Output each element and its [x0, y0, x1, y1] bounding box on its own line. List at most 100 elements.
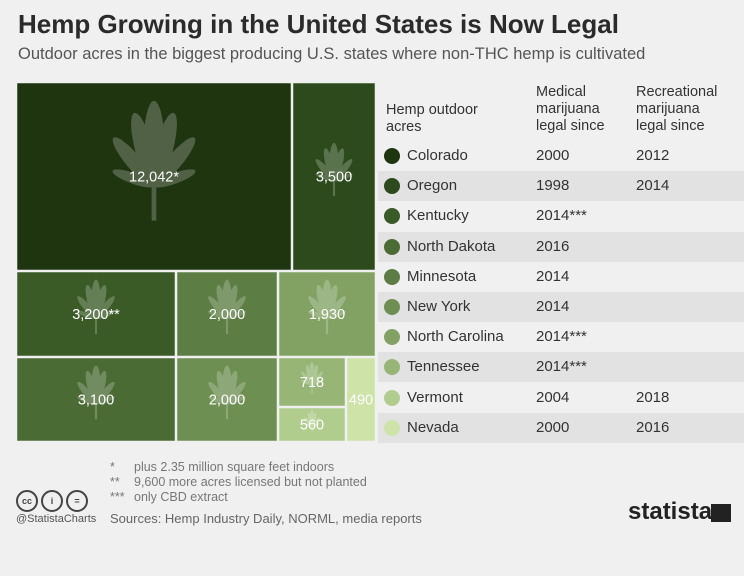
- chart-subtitle: Outdoor acres in the biggest producing U…: [18, 45, 646, 63]
- legend-recreational-year: 2018: [636, 388, 670, 406]
- legend-swatch: [384, 238, 400, 255]
- footnote-mark: *: [110, 460, 115, 474]
- legend-swatch: [384, 178, 400, 195]
- legend-medical-year: 2014***: [536, 328, 587, 346]
- header-recreational: Recreational marijuana legal since: [636, 84, 717, 135]
- footnote: ** 9,600 more acres licensed but not plan…: [110, 475, 367, 490]
- treemap-value-label: 1,930: [309, 307, 345, 323]
- legend-row: Nevada 2000 2016: [378, 412, 744, 443]
- treemap-value-label: 2,000: [209, 393, 245, 409]
- hemp-leaf-icon: [77, 365, 115, 420]
- header-medical-line3: legal since: [536, 118, 605, 134]
- footnotes: * plus 2.35 million square feet indoors *…: [110, 460, 367, 505]
- legend-row: Minnesota 2014: [378, 262, 744, 292]
- legend-swatch: [384, 268, 400, 285]
- treemap-value-label: 12,042*: [129, 170, 179, 186]
- legend-row: North Carolina 2014***: [378, 322, 744, 352]
- treemap-cell-minnesota: [175, 270, 279, 358]
- treemap-value-label: 560: [300, 418, 324, 434]
- treemap-value-label: 718: [300, 375, 324, 391]
- legend-state: Nevada: [407, 418, 459, 436]
- no-derivatives-icon: =: [66, 490, 88, 512]
- treemap-cell-oregon: [291, 82, 376, 272]
- footnote-text: 9,600 more acres licensed but not plante…: [134, 475, 367, 489]
- header-medical: Medical marijuana legal since: [536, 84, 605, 135]
- footnote: * plus 2.35 million square feet indoors: [110, 460, 367, 475]
- legend-state: North Dakota: [407, 237, 496, 255]
- legend-medical-year: 2004: [536, 388, 570, 406]
- legend-medical-year: 1998: [536, 177, 570, 195]
- chart-title: Hemp Growing in the United States is Now…: [18, 9, 619, 39]
- treemap-value-label: 2,000: [209, 307, 245, 323]
- hemp-leaf-icon: [112, 100, 196, 221]
- header-hemp-acres-line1: Hemp outdoor: [386, 102, 478, 118]
- legend-row: Tennessee 2014***: [378, 352, 744, 383]
- treemap-value-label: 3,100: [78, 393, 114, 409]
- legend-state: Kentucky: [407, 207, 469, 225]
- legend-swatch: [384, 299, 400, 315]
- sources: Sources: Hemp Industry Daily, NORML, med…: [110, 511, 422, 526]
- legend-swatch: [384, 329, 400, 346]
- legend-row: Colorado 2000 2012: [378, 141, 744, 171]
- legend-row: New York 2014: [378, 292, 744, 322]
- treemap-cell-north-carolina: [277, 270, 376, 358]
- footnote-mark: **: [110, 475, 120, 489]
- legend-state: Minnesota: [407, 267, 477, 285]
- footnote: *** only CBD extract: [110, 490, 367, 505]
- treemap-cell-north-dakota: [16, 356, 177, 442]
- treemap-cell-new-york: [175, 356, 279, 442]
- header-recreational-line3: legal since: [636, 118, 705, 134]
- treemap-value-label: 3,500: [316, 170, 352, 186]
- header-recreational-line2: marijuana: [636, 101, 700, 117]
- legend-medical-year: 2014: [536, 267, 570, 285]
- legend-medical-year: 2000: [536, 147, 570, 164]
- legend-swatch: [384, 389, 400, 406]
- hemp-leaf-icon: [315, 142, 353, 197]
- treemap-cell-colorado: [16, 82, 293, 272]
- legend-state: Tennessee: [407, 358, 480, 376]
- treemap-cell-vermont: [277, 406, 347, 442]
- header-medical-line2: marijuana: [536, 101, 600, 117]
- header-hemp-acres: Hemp outdoor acres: [386, 102, 478, 136]
- header-hemp-acres-line2: acres: [386, 119, 422, 135]
- legend-state: Oregon: [407, 177, 458, 195]
- hemp-leaf-icon: [304, 410, 320, 433]
- legend-state: North Carolina: [407, 328, 504, 346]
- statista-logo-icon: [711, 504, 731, 522]
- treemap: 12,042* 3,500 3,200** 3,100 2,000 2,000 1,930 7…: [16, 82, 376, 442]
- hemp-leaf-icon: [301, 362, 323, 394]
- legend-row: Kentucky 2014***: [378, 201, 744, 231]
- legend-medical-year: 2014***: [536, 358, 587, 376]
- treemap-value-label: 490: [349, 393, 373, 409]
- legend-state: Vermont: [407, 388, 463, 406]
- legend-medical-year: 2014: [536, 298, 570, 315]
- legend-row: Oregon 1998 2014: [378, 171, 744, 202]
- legend-recreational-year: 2012: [636, 147, 670, 164]
- legend-recreational-year: 2016: [636, 418, 670, 436]
- hemp-leaf-icon: [208, 279, 246, 335]
- legend-row: Vermont 2004 2018: [378, 383, 744, 413]
- treemap-cell-tennessee: [277, 356, 347, 408]
- header-recreational-line1: Recreational: [636, 84, 718, 100]
- hemp-leaf-icon: [308, 279, 346, 335]
- footnote-text: only CBD extract: [134, 490, 228, 504]
- license-icons: cc i =: [16, 490, 88, 512]
- treemap-value-label: 3,200**: [72, 307, 120, 323]
- social-handle: @StatistaCharts: [16, 513, 97, 525]
- legend-recreational-year: 2014: [636, 177, 670, 195]
- footnote-text: plus 2.35 million square feet indoors: [134, 460, 335, 474]
- header-medical-line1: Medical: [536, 84, 586, 100]
- legend-swatch: [384, 208, 400, 225]
- treemap-cell-kentucky: [16, 270, 177, 358]
- legend-swatch: [384, 148, 400, 164]
- attribution-icon: i: [41, 490, 63, 512]
- legend-swatch: [384, 359, 400, 376]
- cc-icon: cc: [16, 490, 38, 512]
- legend-state: New York: [407, 298, 471, 315]
- treemap-cell-nevada: [345, 356, 376, 442]
- hemp-leaf-icon: [208, 365, 246, 420]
- legend-medical-year: 2016: [536, 237, 570, 255]
- legend-medical-year: 2014***: [536, 207, 587, 225]
- footnote-mark: ***: [110, 490, 125, 504]
- statista-logo: statista: [628, 498, 713, 525]
